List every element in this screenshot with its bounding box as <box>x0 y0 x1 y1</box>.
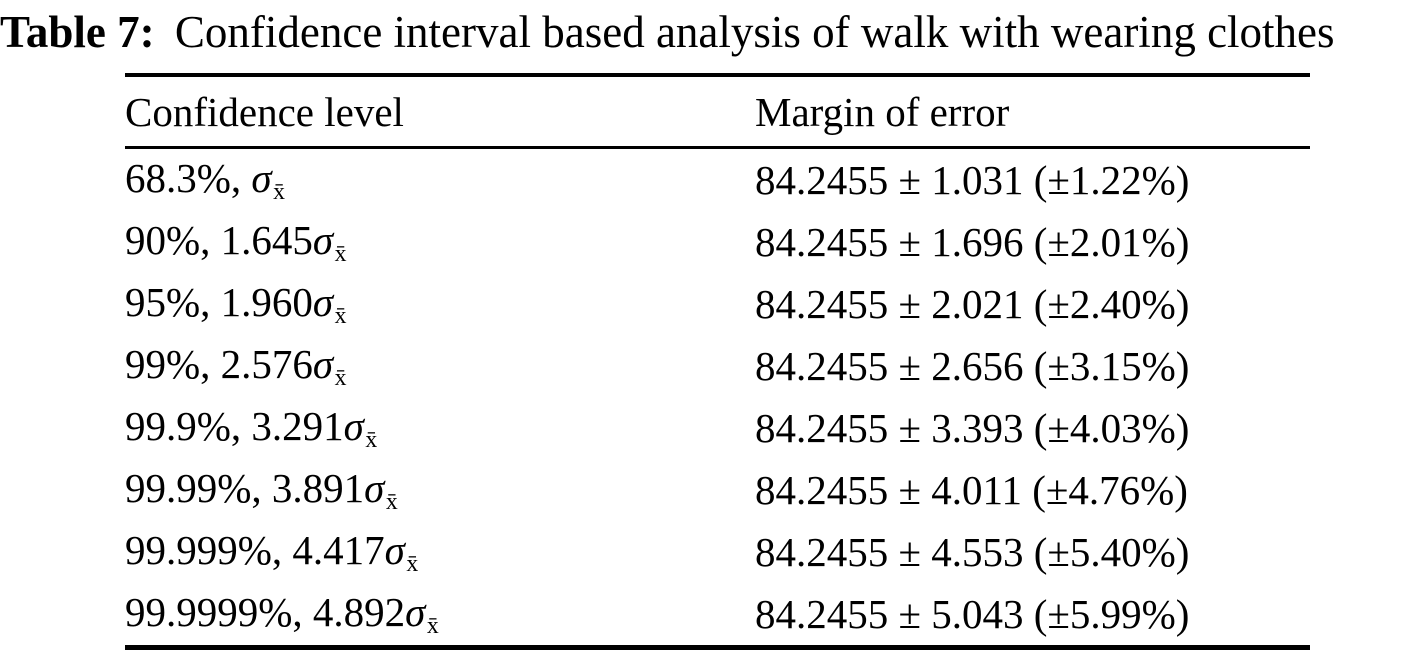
table-row: 68.3%, σx̄ 84.2455 ± 1.031 (±1.22%) <box>125 149 1310 211</box>
sigma-symbol: σ <box>312 278 334 325</box>
confidence-level-cell: 99.9999%, 4.892σx̄ <box>125 588 755 640</box>
confidence-level-value: 99.9999%, 4.892 <box>125 588 406 635</box>
table-row: 99.9999%, 4.892σx̄ 84.2455 ± 5.043 (±5.9… <box>125 583 1310 645</box>
confidence-level-cell: 99.999%, 4.417σx̄ <box>125 526 755 578</box>
confidence-level-value: 95%, 1.960 <box>125 278 313 325</box>
table-row: 95%, 1.960σx̄ 84.2455 ± 2.021 (±2.40%) <box>125 273 1310 335</box>
table-row: 90%, 1.645σx̄ 84.2455 ± 1.696 (±2.01%) <box>125 211 1310 273</box>
table-body: 68.3%, σx̄ 84.2455 ± 1.031 (±1.22%) 90%,… <box>125 149 1310 645</box>
sigma-symbol: σ <box>251 154 272 201</box>
table-row: 99%, 2.576σx̄ 84.2455 ± 2.656 (±3.15%) <box>125 335 1310 397</box>
sigma-symbol: σ <box>384 526 405 573</box>
sigma-subscript: x̄ <box>385 489 398 516</box>
sigma-symbol: σ <box>405 588 426 635</box>
confidence-level-cell: 99.99%, 3.891σx̄ <box>125 464 755 516</box>
confidence-level-cell: 90%, 1.645σx̄ <box>125 216 755 268</box>
table-caption-label: Table 7: <box>0 7 155 57</box>
margin-of-error-cell: 84.2455 ± 4.553 (±5.40%) <box>755 529 1190 575</box>
sigma-subscript: x̄ <box>365 427 378 454</box>
sigma-subscript: x̄ <box>406 551 419 578</box>
confidence-level-value: 99.99%, 3.891 <box>125 464 365 511</box>
margin-of-error-cell: 84.2455 ± 4.011 (±4.76%) <box>755 467 1188 513</box>
column-header-confidence-level: Confidence level <box>125 88 404 135</box>
table-row: 99.99%, 3.891σx̄ 84.2455 ± 4.011 (±4.76%… <box>125 459 1310 521</box>
margin-of-error-cell: 84.2455 ± 1.696 (±2.01%) <box>755 219 1190 265</box>
table-row: 99.9%, 3.291σx̄ 84.2455 ± 3.393 (±4.03%) <box>125 397 1310 459</box>
table-row: 99.999%, 4.417σx̄ 84.2455 ± 4.553 (±5.40… <box>125 521 1310 583</box>
confidence-interval-table: Confidence level Margin of error 68.3%, … <box>125 73 1310 650</box>
confidence-level-cell: 68.3%, σx̄ <box>125 154 755 206</box>
table-caption-text: Confidence interval based analysis of wa… <box>174 7 1335 57</box>
sigma-subscript: x̄ <box>334 303 347 330</box>
sigma-symbol: σ <box>312 216 334 263</box>
sigma-subscript: x̄ <box>334 241 347 268</box>
sigma-symbol: σ <box>364 464 385 511</box>
table-header-row: Confidence level Margin of error <box>125 77 1310 149</box>
table-caption: Table 7: Confidence interval based analys… <box>0 0 1421 62</box>
sigma-subscript: x̄ <box>426 613 439 640</box>
sigma-subscript: x̄ <box>273 179 285 206</box>
confidence-level-value: 99%, 2.576 <box>125 340 313 387</box>
margin-of-error-cell: 84.2455 ± 5.043 (±5.99%) <box>755 591 1190 637</box>
margin-of-error-cell: 84.2455 ± 1.031 (±1.22%) <box>755 157 1190 203</box>
sigma-symbol: σ <box>343 402 364 449</box>
sigma-symbol: σ <box>312 340 334 387</box>
confidence-level-value: 99.9%, 3.291 <box>125 402 344 449</box>
margin-of-error-cell: 84.2455 ± 2.021 (±2.40%) <box>755 281 1190 327</box>
confidence-level-value: 90%, 1.645 <box>125 216 313 263</box>
column-header-margin-of-error: Margin of error <box>755 88 1010 135</box>
sigma-subscript: x̄ <box>334 365 347 392</box>
margin-of-error-cell: 84.2455 ± 3.393 (±4.03%) <box>755 405 1190 451</box>
confidence-level-value: 99.999%, 4.417 <box>125 526 385 573</box>
confidence-level-value: 68.3%, <box>125 154 252 201</box>
margin-of-error-cell: 84.2455 ± 2.656 (±3.15%) <box>755 343 1190 389</box>
confidence-level-cell: 95%, 1.960σx̄ <box>125 278 755 330</box>
confidence-level-cell: 99.9%, 3.291σx̄ <box>125 402 755 454</box>
confidence-level-cell: 99%, 2.576σx̄ <box>125 340 755 392</box>
